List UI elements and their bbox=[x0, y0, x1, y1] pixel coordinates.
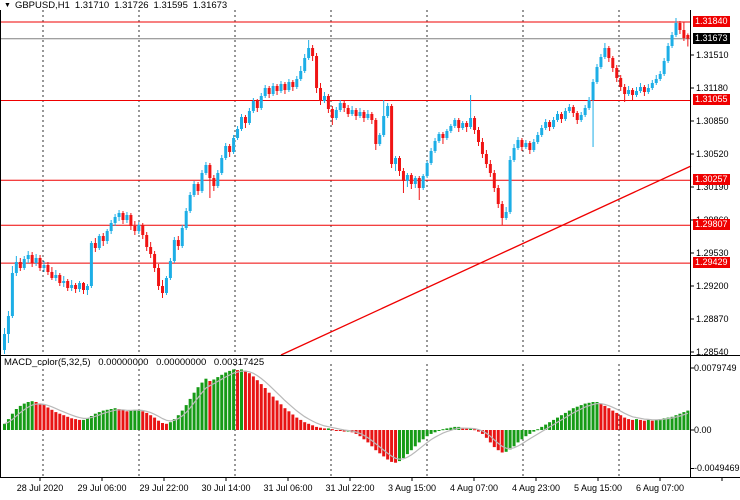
macd-histogram bbox=[3, 369, 690, 463]
macd-value-2: 0.00000000 bbox=[156, 357, 207, 368]
chart-header: ▼ GBPUSD,H1 1.31710 1.31726 1.31595 1.31… bbox=[4, 1, 227, 11]
macd-indicator-name: MACD_color(5,32,5) bbox=[4, 357, 91, 368]
trendline[interactable] bbox=[280, 165, 692, 356]
ohlc-low: 1.31595 bbox=[153, 0, 188, 11]
chart-frame bbox=[0, 10, 740, 481]
macd-signal-line bbox=[4, 370, 689, 460]
ohlc-high: 1.31726 bbox=[114, 0, 149, 11]
symbol-period-label: GBPUSD,H1 bbox=[14, 0, 70, 11]
macd-indicator-header: MACD_color(5,32,5) 0.00000000 0.00000000… bbox=[4, 358, 264, 368]
macd-value-3: 0.00317425 bbox=[213, 357, 265, 368]
ohlc-open: 1.31710 bbox=[74, 0, 110, 11]
grid-lines bbox=[42, 10, 620, 477]
candlesticks bbox=[3, 18, 690, 354]
horizontal-price-lines[interactable] bbox=[0, 21, 690, 264]
ohlc-close: 1.31673 bbox=[192, 0, 228, 11]
symbol-dropdown-icon[interactable]: ▼ bbox=[4, 2, 11, 9]
macd-value-1: 0.00000000 bbox=[98, 357, 149, 368]
